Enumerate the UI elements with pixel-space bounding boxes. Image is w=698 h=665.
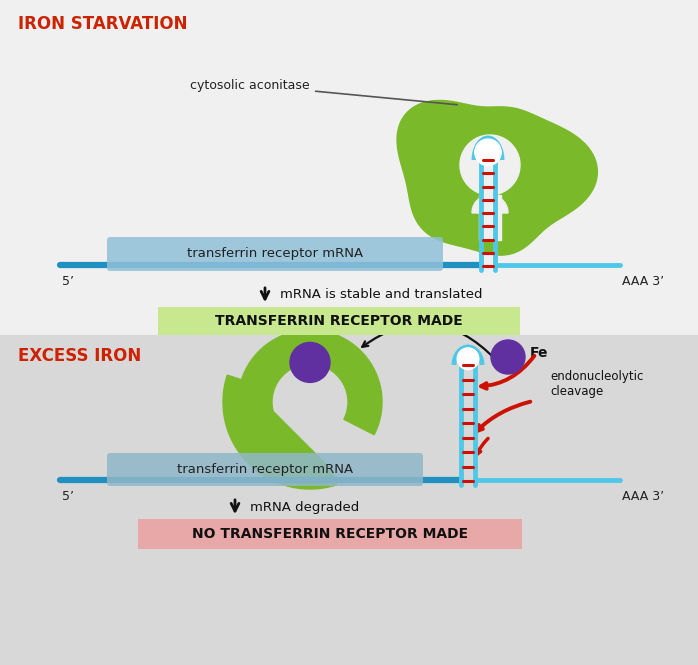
- Text: 5’: 5’: [62, 490, 74, 503]
- Text: transferrin receptor mRNA: transferrin receptor mRNA: [177, 463, 353, 476]
- Circle shape: [290, 342, 330, 382]
- Bar: [0, 335, 698, 665]
- FancyBboxPatch shape: [107, 453, 423, 486]
- Text: NO TRANSFERRIN RECEPTOR MADE: NO TRANSFERRIN RECEPTOR MADE: [192, 527, 468, 541]
- Text: cytosolic aconitase: cytosolic aconitase: [191, 78, 457, 104]
- Text: endonucleolytic
cleavage: endonucleolytic cleavage: [550, 370, 644, 398]
- Text: 5’: 5’: [62, 275, 74, 288]
- Circle shape: [475, 139, 501, 166]
- FancyBboxPatch shape: [158, 307, 520, 335]
- Polygon shape: [460, 135, 520, 195]
- Text: TRANSFERRIN RECEPTOR MADE: TRANSFERRIN RECEPTOR MADE: [215, 314, 463, 328]
- Text: mRNA is stable and translated: mRNA is stable and translated: [280, 289, 482, 301]
- Circle shape: [457, 348, 479, 370]
- Polygon shape: [479, 195, 501, 240]
- Text: Fe: Fe: [530, 346, 549, 360]
- Polygon shape: [397, 100, 597, 255]
- Text: AAA 3’: AAA 3’: [622, 275, 664, 288]
- Text: AAA 3’: AAA 3’: [622, 490, 664, 503]
- Bar: [0, 0, 698, 335]
- Text: mRNA degraded: mRNA degraded: [250, 501, 359, 513]
- Text: IRON STARVATION: IRON STARVATION: [18, 15, 188, 33]
- Polygon shape: [472, 195, 508, 213]
- Circle shape: [491, 340, 525, 374]
- FancyBboxPatch shape: [138, 519, 522, 549]
- Polygon shape: [238, 330, 382, 435]
- FancyBboxPatch shape: [107, 237, 443, 271]
- Polygon shape: [223, 375, 337, 489]
- Text: EXCESS IRON: EXCESS IRON: [18, 347, 141, 365]
- Text: transferrin receptor mRNA: transferrin receptor mRNA: [187, 247, 363, 261]
